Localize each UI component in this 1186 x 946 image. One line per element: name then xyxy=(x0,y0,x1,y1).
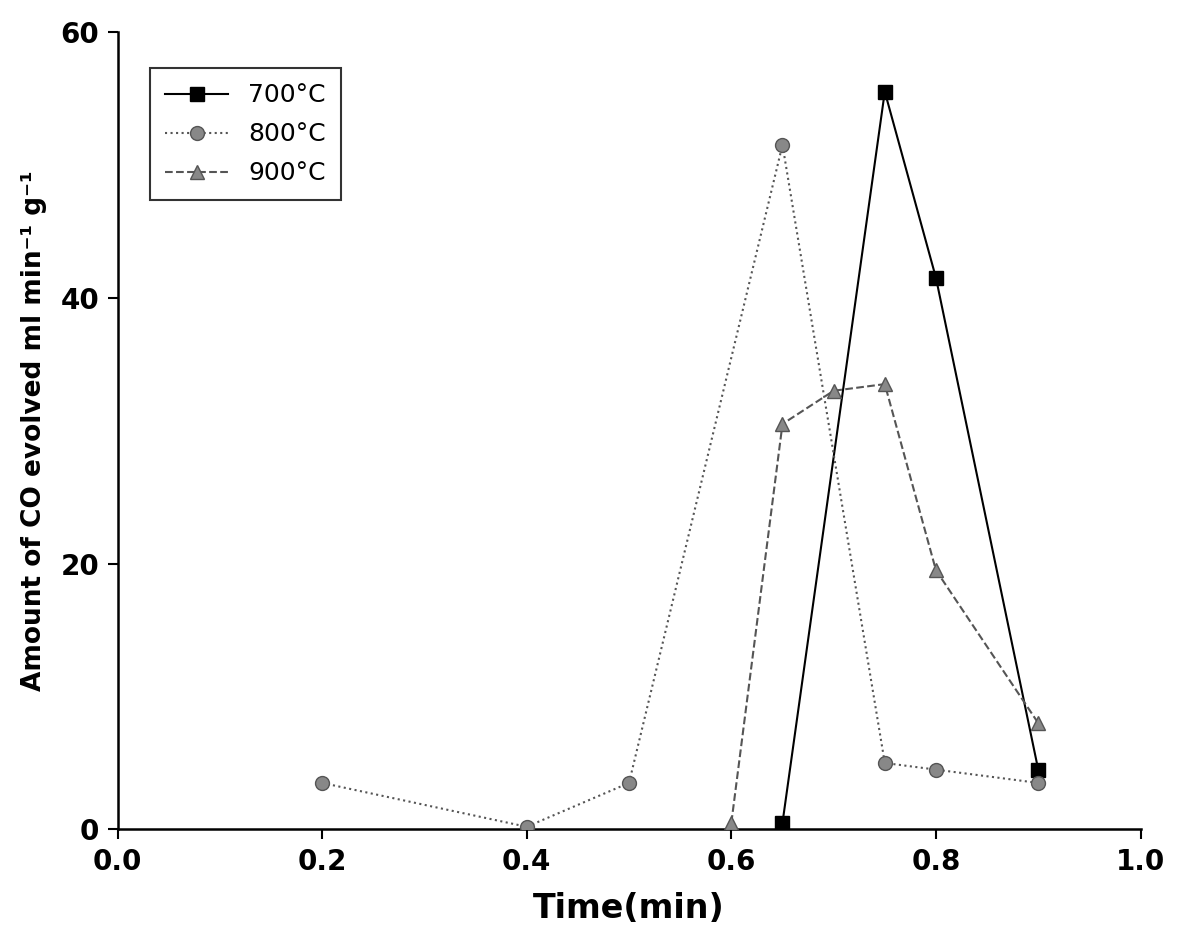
800°C xyxy=(776,139,790,150)
800°C xyxy=(929,764,943,776)
900°C xyxy=(929,565,943,576)
800°C xyxy=(315,778,330,789)
700°C xyxy=(929,272,943,284)
Line: 800°C: 800°C xyxy=(315,138,1045,833)
800°C xyxy=(878,758,892,769)
Y-axis label: Amount of CO evolved ml min⁻¹ g⁻¹: Amount of CO evolved ml min⁻¹ g⁻¹ xyxy=(21,170,46,691)
900°C xyxy=(1031,717,1045,728)
X-axis label: Time(min): Time(min) xyxy=(534,892,725,925)
900°C xyxy=(725,817,739,829)
900°C xyxy=(776,418,790,429)
700°C xyxy=(776,817,790,829)
900°C xyxy=(827,385,841,396)
800°C xyxy=(621,778,636,789)
800°C xyxy=(1031,778,1045,789)
700°C xyxy=(1031,764,1045,776)
Legend: 700°C, 800°C, 900°C: 700°C, 800°C, 900°C xyxy=(151,68,340,201)
Line: 700°C: 700°C xyxy=(776,85,1045,830)
900°C xyxy=(878,378,892,390)
800°C xyxy=(519,821,534,832)
700°C xyxy=(878,86,892,97)
Line: 900°C: 900°C xyxy=(725,377,1045,830)
